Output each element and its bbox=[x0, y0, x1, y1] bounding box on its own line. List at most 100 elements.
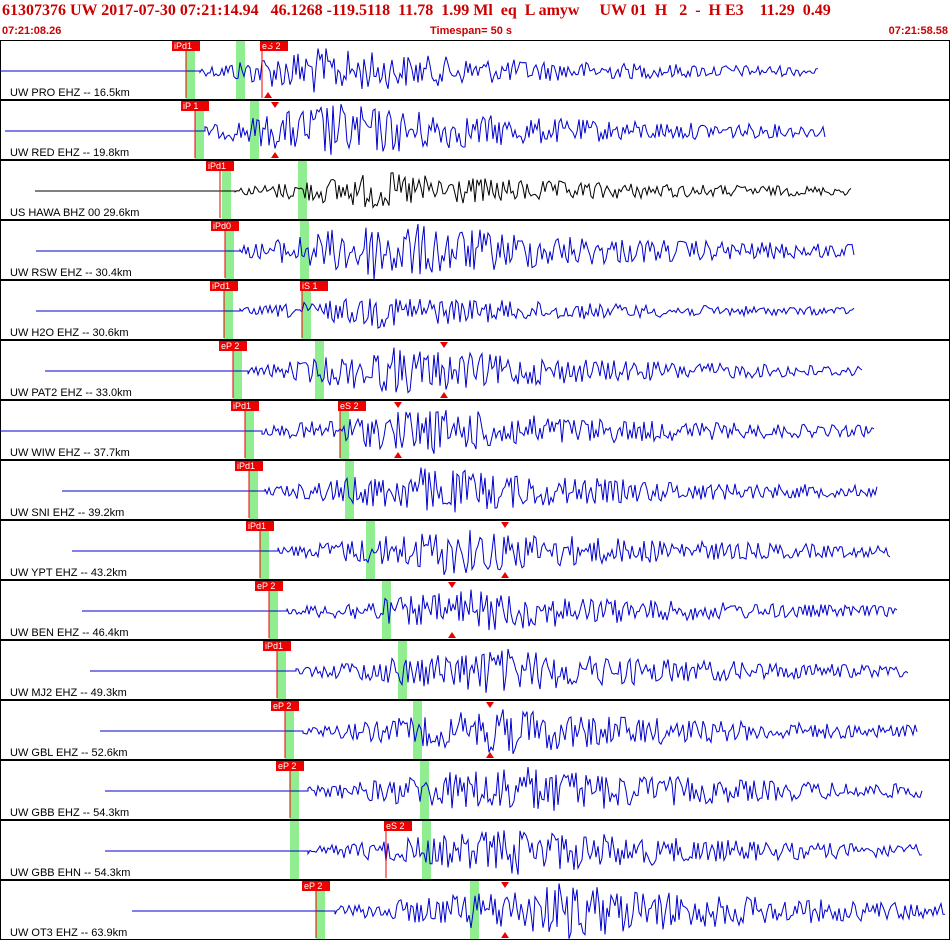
trace-row[interactable]: eP 2 UW BEN EHZ -- 46.4km bbox=[0, 580, 950, 640]
amplitude-marker bbox=[394, 452, 402, 458]
station-label: UW GBB EHZ -- 54.3km bbox=[10, 807, 129, 819]
trace-row[interactable]: iP 1 UW RED EHZ -- 19.8km bbox=[0, 100, 950, 160]
trace-frame bbox=[0, 460, 950, 520]
trace-row[interactable]: iPd1 UW SNI EHZ -- 39.2km bbox=[0, 460, 950, 520]
station-label: UW RED EHZ -- 19.8km bbox=[10, 147, 129, 159]
p-pick-label: iPd1 bbox=[208, 161, 226, 171]
station-label: UW SNI EHZ -- 39.2km bbox=[10, 507, 124, 519]
waveform bbox=[100, 709, 918, 754]
p-pick-tag[interactable] bbox=[255, 581, 283, 591]
s-window bbox=[470, 881, 479, 939]
station-label: US HAWA BHZ 00 29.6km bbox=[10, 207, 139, 219]
trace-frame bbox=[0, 520, 950, 580]
time-end: 07:21:58.58 bbox=[888, 25, 948, 37]
station-label: UW PAT2 EHZ -- 33.0km bbox=[10, 387, 132, 399]
p-pick-label: iPd1 bbox=[212, 281, 230, 291]
amplitude-marker bbox=[448, 632, 456, 638]
trace-row[interactable]: iPd1 eS 2 UW WIW EHZ -- 37.7km bbox=[0, 400, 950, 460]
p-window bbox=[290, 761, 299, 819]
station-label: UW H2O EHZ -- 30.6km bbox=[10, 327, 129, 339]
s-pick-tag[interactable] bbox=[260, 41, 288, 51]
waveform bbox=[90, 648, 909, 693]
p-pick-tag[interactable] bbox=[302, 881, 330, 891]
trace-row[interactable]: eP 2 UW GBB EHZ -- 54.3km bbox=[0, 760, 950, 820]
p-pick-tag[interactable] bbox=[219, 341, 247, 351]
amplitude-marker bbox=[501, 882, 509, 888]
amplitude-marker bbox=[501, 572, 509, 578]
trace-row[interactable]: iPd1 US HAWA BHZ 00 29.6km bbox=[0, 160, 950, 220]
p-pick-tag[interactable] bbox=[235, 461, 263, 471]
trace-row[interactable]: iPd1 UW YPT EHZ -- 43.2km bbox=[0, 520, 950, 580]
p-pick-tag[interactable] bbox=[263, 641, 291, 651]
time-start: 07:21:08.26 bbox=[2, 25, 62, 37]
trace-row[interactable]: iPd1 iS 1 UW H2O EHZ -- 30.6km bbox=[0, 280, 950, 340]
trace-frame bbox=[0, 580, 950, 640]
waveform bbox=[5, 104, 826, 155]
s-pick-label: eS 2 bbox=[386, 821, 405, 831]
p-window bbox=[269, 581, 278, 639]
amplitude-marker bbox=[394, 402, 402, 408]
s-window bbox=[315, 341, 324, 399]
s-pick-tag[interactable] bbox=[384, 821, 412, 831]
station-label: UW GBL EHZ -- 52.6km bbox=[10, 747, 128, 759]
amplitude-marker bbox=[501, 522, 509, 528]
trace-frame bbox=[0, 340, 950, 400]
station-label: UW WIW EHZ -- 37.7km bbox=[10, 447, 130, 459]
p-pick-tag[interactable] bbox=[206, 161, 234, 171]
s-pick-label: eS 2 bbox=[340, 401, 359, 411]
trace-frame bbox=[0, 280, 950, 340]
p-pick-tag[interactable] bbox=[210, 281, 238, 291]
p-pick-label: iPd1 bbox=[265, 641, 283, 651]
waveform bbox=[105, 830, 923, 875]
station-label: UW RSW EHZ -- 30.4km bbox=[10, 267, 132, 279]
trace-row[interactable]: eP 2 UW PAT2 EHZ -- 33.0km bbox=[0, 340, 950, 400]
p-window bbox=[249, 461, 258, 519]
p-window bbox=[316, 881, 325, 939]
p-window bbox=[277, 641, 286, 699]
header: 61307376 UW 2017-07-30 07:21:14.94 46.12… bbox=[0, 0, 950, 40]
s-window bbox=[382, 581, 391, 639]
trace-row[interactable]: iPd1 eS 2 UW PRO EHZ -- 16.5km bbox=[0, 40, 950, 100]
trace-frame bbox=[0, 160, 950, 220]
station-label: UW MJ2 EHZ -- 49.3km bbox=[10, 687, 127, 699]
p-window bbox=[225, 221, 234, 279]
trace-row[interactable]: iPd1 UW MJ2 EHZ -- 49.3km bbox=[0, 640, 950, 700]
p-pick-tag[interactable] bbox=[271, 701, 299, 711]
trace-row[interactable]: iPd0 UW RSW EHZ -- 30.4km bbox=[0, 220, 950, 280]
waveform bbox=[45, 347, 863, 394]
p-pick-label: eP 2 bbox=[278, 761, 296, 771]
p-pick-tag[interactable] bbox=[181, 101, 209, 111]
waveform bbox=[105, 766, 923, 811]
p-pick-label: eP 2 bbox=[273, 701, 291, 711]
amplitude-marker bbox=[271, 102, 279, 108]
amplitude-marker bbox=[264, 42, 272, 48]
p-pick-tag[interactable] bbox=[231, 401, 259, 411]
p-pick-tag[interactable] bbox=[211, 221, 239, 231]
p-window bbox=[195, 101, 204, 159]
p-pick-label: iPd1 bbox=[174, 41, 192, 51]
p-window bbox=[290, 821, 299, 879]
trace-row[interactable]: eP 2 UW OT3 EHZ -- 63.9km bbox=[0, 880, 950, 940]
station-label: UW YPT EHZ -- 43.2km bbox=[10, 567, 127, 579]
seismogram-panel[interactable]: iPd1 eS 2 UW PRO EHZ -- 16.5km iP 1 UW RED E… bbox=[0, 40, 950, 940]
p-pick-tag[interactable] bbox=[276, 761, 304, 771]
trace-row[interactable]: eP 2 UW GBL EHZ -- 52.6km bbox=[0, 700, 950, 760]
amplitude-marker bbox=[264, 92, 272, 98]
waveform bbox=[0, 410, 875, 454]
trace-row[interactable]: eS 2 UW GBB EHN -- 54.3km bbox=[0, 820, 950, 880]
s-window bbox=[420, 761, 429, 819]
event-title: 61307376 UW 2017-07-30 07:21:14.94 46.12… bbox=[2, 2, 831, 19]
p-window bbox=[233, 341, 242, 399]
amplitude-marker bbox=[501, 932, 509, 938]
s-pick-tag[interactable] bbox=[300, 281, 328, 291]
station-label: UW GBB EHN -- 54.3km bbox=[10, 867, 130, 879]
p-pick-tag[interactable] bbox=[246, 521, 274, 531]
s-window bbox=[302, 281, 311, 339]
p-pick-label: iPd1 bbox=[248, 521, 266, 531]
s-pick-tag[interactable] bbox=[338, 401, 366, 411]
p-pick-label: iP 1 bbox=[183, 101, 198, 111]
p-pick-tag[interactable] bbox=[172, 41, 200, 51]
s-window bbox=[298, 161, 307, 219]
waveform bbox=[36, 297, 855, 329]
p-pick-label: iPd1 bbox=[237, 461, 255, 471]
